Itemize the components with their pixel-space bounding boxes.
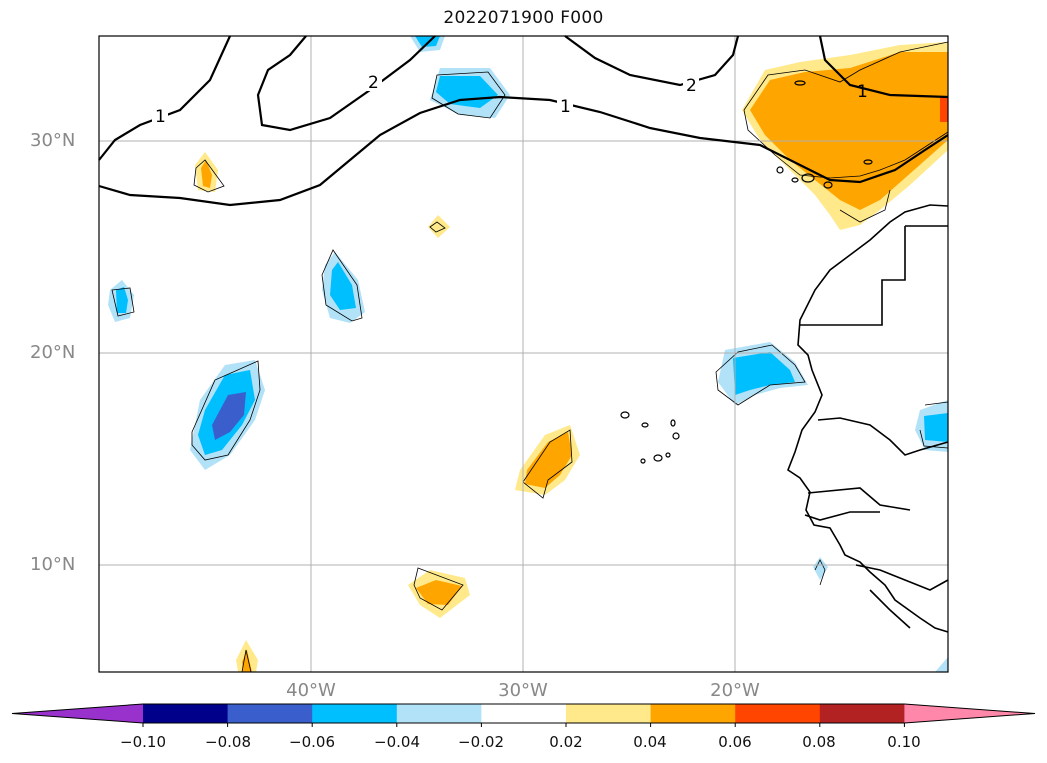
contour-label: 1 (155, 107, 166, 127)
colorbar-segment (312, 704, 398, 723)
coastlines (787, 204, 949, 633)
colorbar-tick-label: −0.06 (289, 733, 335, 751)
strong-negative-anomaly (212, 392, 246, 440)
colorbar-extend-max (904, 704, 1035, 723)
lat-label: 30°N (30, 130, 76, 151)
colorbar-segment (481, 704, 567, 723)
lat-label: 10°N (30, 554, 76, 575)
lon-label: 40°W (286, 680, 336, 701)
colorbar-tick-label: 0.06 (718, 733, 752, 751)
colorbar-segment (396, 704, 482, 723)
contour-label: 1 (560, 97, 571, 117)
strong-positive-anomaly (940, 96, 948, 122)
lat-label: 20°N (30, 342, 76, 363)
contour-label: 1 (857, 82, 868, 102)
contour-label: 2 (686, 76, 697, 96)
colorbar-tick-label: 0.02 (549, 733, 583, 751)
colorbar-tick-label: −0.02 (458, 733, 504, 751)
colorbar-tick-label: −0.08 (205, 733, 251, 751)
colorbar-tick-label: −0.04 (374, 733, 420, 751)
plot-frame (98, 35, 949, 673)
colorbar-tick-label: 0.10 (887, 733, 921, 751)
colorbar-segment (819, 704, 905, 723)
colorbar (11, 703, 1036, 727)
colorbar-tick-label: 0.04 (633, 733, 667, 751)
anomaly-outlines (111, 41, 949, 673)
islands (620, 80, 873, 464)
positive-anomaly-africa-north-core (750, 52, 948, 210)
contour-label: 2 (368, 73, 379, 93)
lon-label: 20°W (710, 680, 760, 701)
colorbar-segment (735, 704, 821, 723)
anomaly-fields (108, 36, 948, 672)
colorbar-tick-label: 0.08 (802, 733, 836, 751)
lon-label: 30°W (498, 680, 548, 701)
colorbar-extend-min (12, 704, 143, 723)
colorbar-tick-label: −0.10 (120, 733, 166, 751)
contour-labels: 1 2 1 2 1 (152, 71, 868, 127)
map-title: 2022071900 F000 (443, 8, 604, 28)
colorbar-segment (143, 704, 229, 723)
colorbar-segment (566, 704, 652, 723)
positive-anomaly-small (428, 215, 450, 238)
colorbar-segment (227, 704, 313, 723)
colorbar-segment (650, 704, 736, 723)
